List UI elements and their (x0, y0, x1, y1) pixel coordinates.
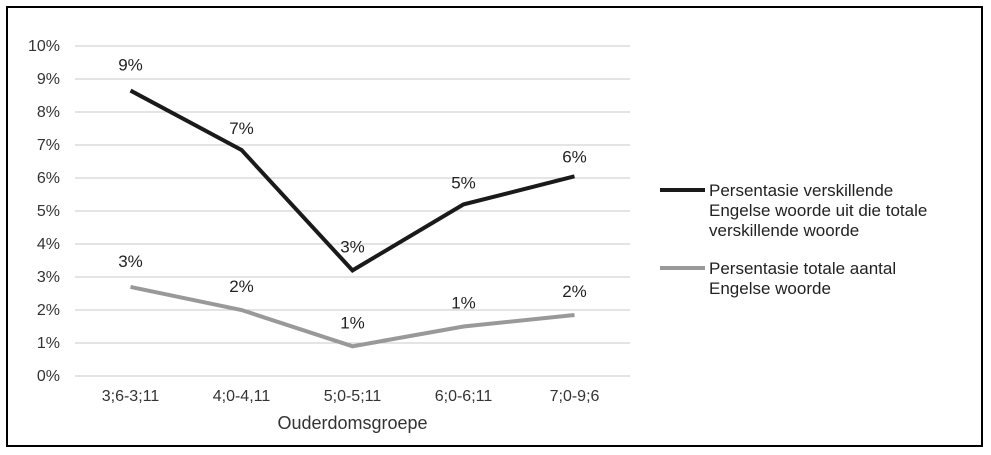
y-tick-label: 6% (37, 170, 60, 187)
data-label: 9% (118, 56, 143, 75)
legend-label: Persentasie verskillende (709, 181, 893, 200)
gridlines (75, 45, 630, 377)
y-tick-label: 7% (37, 137, 60, 154)
data-label: 1% (340, 313, 365, 332)
y-tick-label: 4% (37, 236, 60, 253)
series-line (129, 88, 575, 273)
x-tick-label: 6;0-6;11 (435, 388, 493, 405)
x-tick-label: 4;0-4,11 (213, 388, 271, 405)
y-tick-label: 1% (37, 335, 60, 352)
x-tick-label: 3;6-3;11 (102, 388, 160, 405)
series-lines (129, 88, 575, 349)
x-tick-label: 5;0-5;11 (324, 388, 382, 405)
data-label: 1% (451, 294, 476, 313)
x-axis-title: Ouderdomsgroepe (277, 413, 427, 433)
x-axis-ticks: 3;6-3;11 4;0-4,11 5;0-5;11 6;0-6;11 7;0-9;6 (102, 388, 600, 405)
data-label: 2% (229, 277, 254, 296)
y-tick-label: 9% (37, 71, 60, 88)
y-tick-label: 5% (37, 203, 60, 220)
legend-label: verskillende woorde (709, 221, 859, 240)
y-axis-ticks: 0% 1% 2% 3% 4% 5% 6% 7% 8% 9% 10% (28, 38, 60, 385)
data-label: 3% (340, 237, 365, 256)
legend-label: Persentasie totale aantal (709, 259, 896, 278)
y-tick-label: 2% (37, 302, 60, 319)
data-label: 3% (118, 252, 143, 271)
data-labels: 9% 7% 3% 5% 6% 3% 2% 1% 1% 2% (118, 56, 587, 333)
y-tick-label: 8% (37, 104, 60, 121)
series-line (130, 284, 575, 349)
data-label: 6% (562, 147, 587, 166)
y-tick-label: 3% (37, 269, 60, 286)
y-tick-label: 0% (37, 368, 60, 385)
data-label: 5% (451, 173, 476, 192)
chart-frame: 0% 1% 2% 3% 4% 5% 6% 7% 8% 9% 10% 3;6-3;11 4;0-4,11… (6, 6, 983, 447)
y-tick-label: 10% (28, 38, 60, 55)
legend-label: Engelse woorde uit die totale (709, 201, 927, 220)
line-chart: 0% 1% 2% 3% 4% 5% 6% 7% 8% 9% 10% 3;6-3;11 4;0-4,11… (28, 38, 927, 433)
x-tick-label: 7;0-9;6 (550, 388, 600, 405)
legend-label: Engelse woorde (709, 279, 831, 298)
data-label: 7% (229, 119, 254, 138)
data-label: 2% (562, 282, 587, 301)
